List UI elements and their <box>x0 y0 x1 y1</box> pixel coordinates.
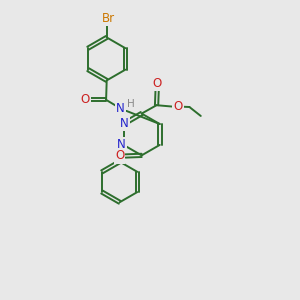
Text: O: O <box>115 149 124 163</box>
Text: N: N <box>120 117 128 130</box>
Text: H: H <box>127 99 134 109</box>
Text: Br: Br <box>102 12 115 25</box>
Text: O: O <box>81 93 90 106</box>
Text: N: N <box>116 102 125 115</box>
Text: O: O <box>173 100 183 113</box>
Text: N: N <box>117 138 125 152</box>
Text: O: O <box>152 76 162 90</box>
